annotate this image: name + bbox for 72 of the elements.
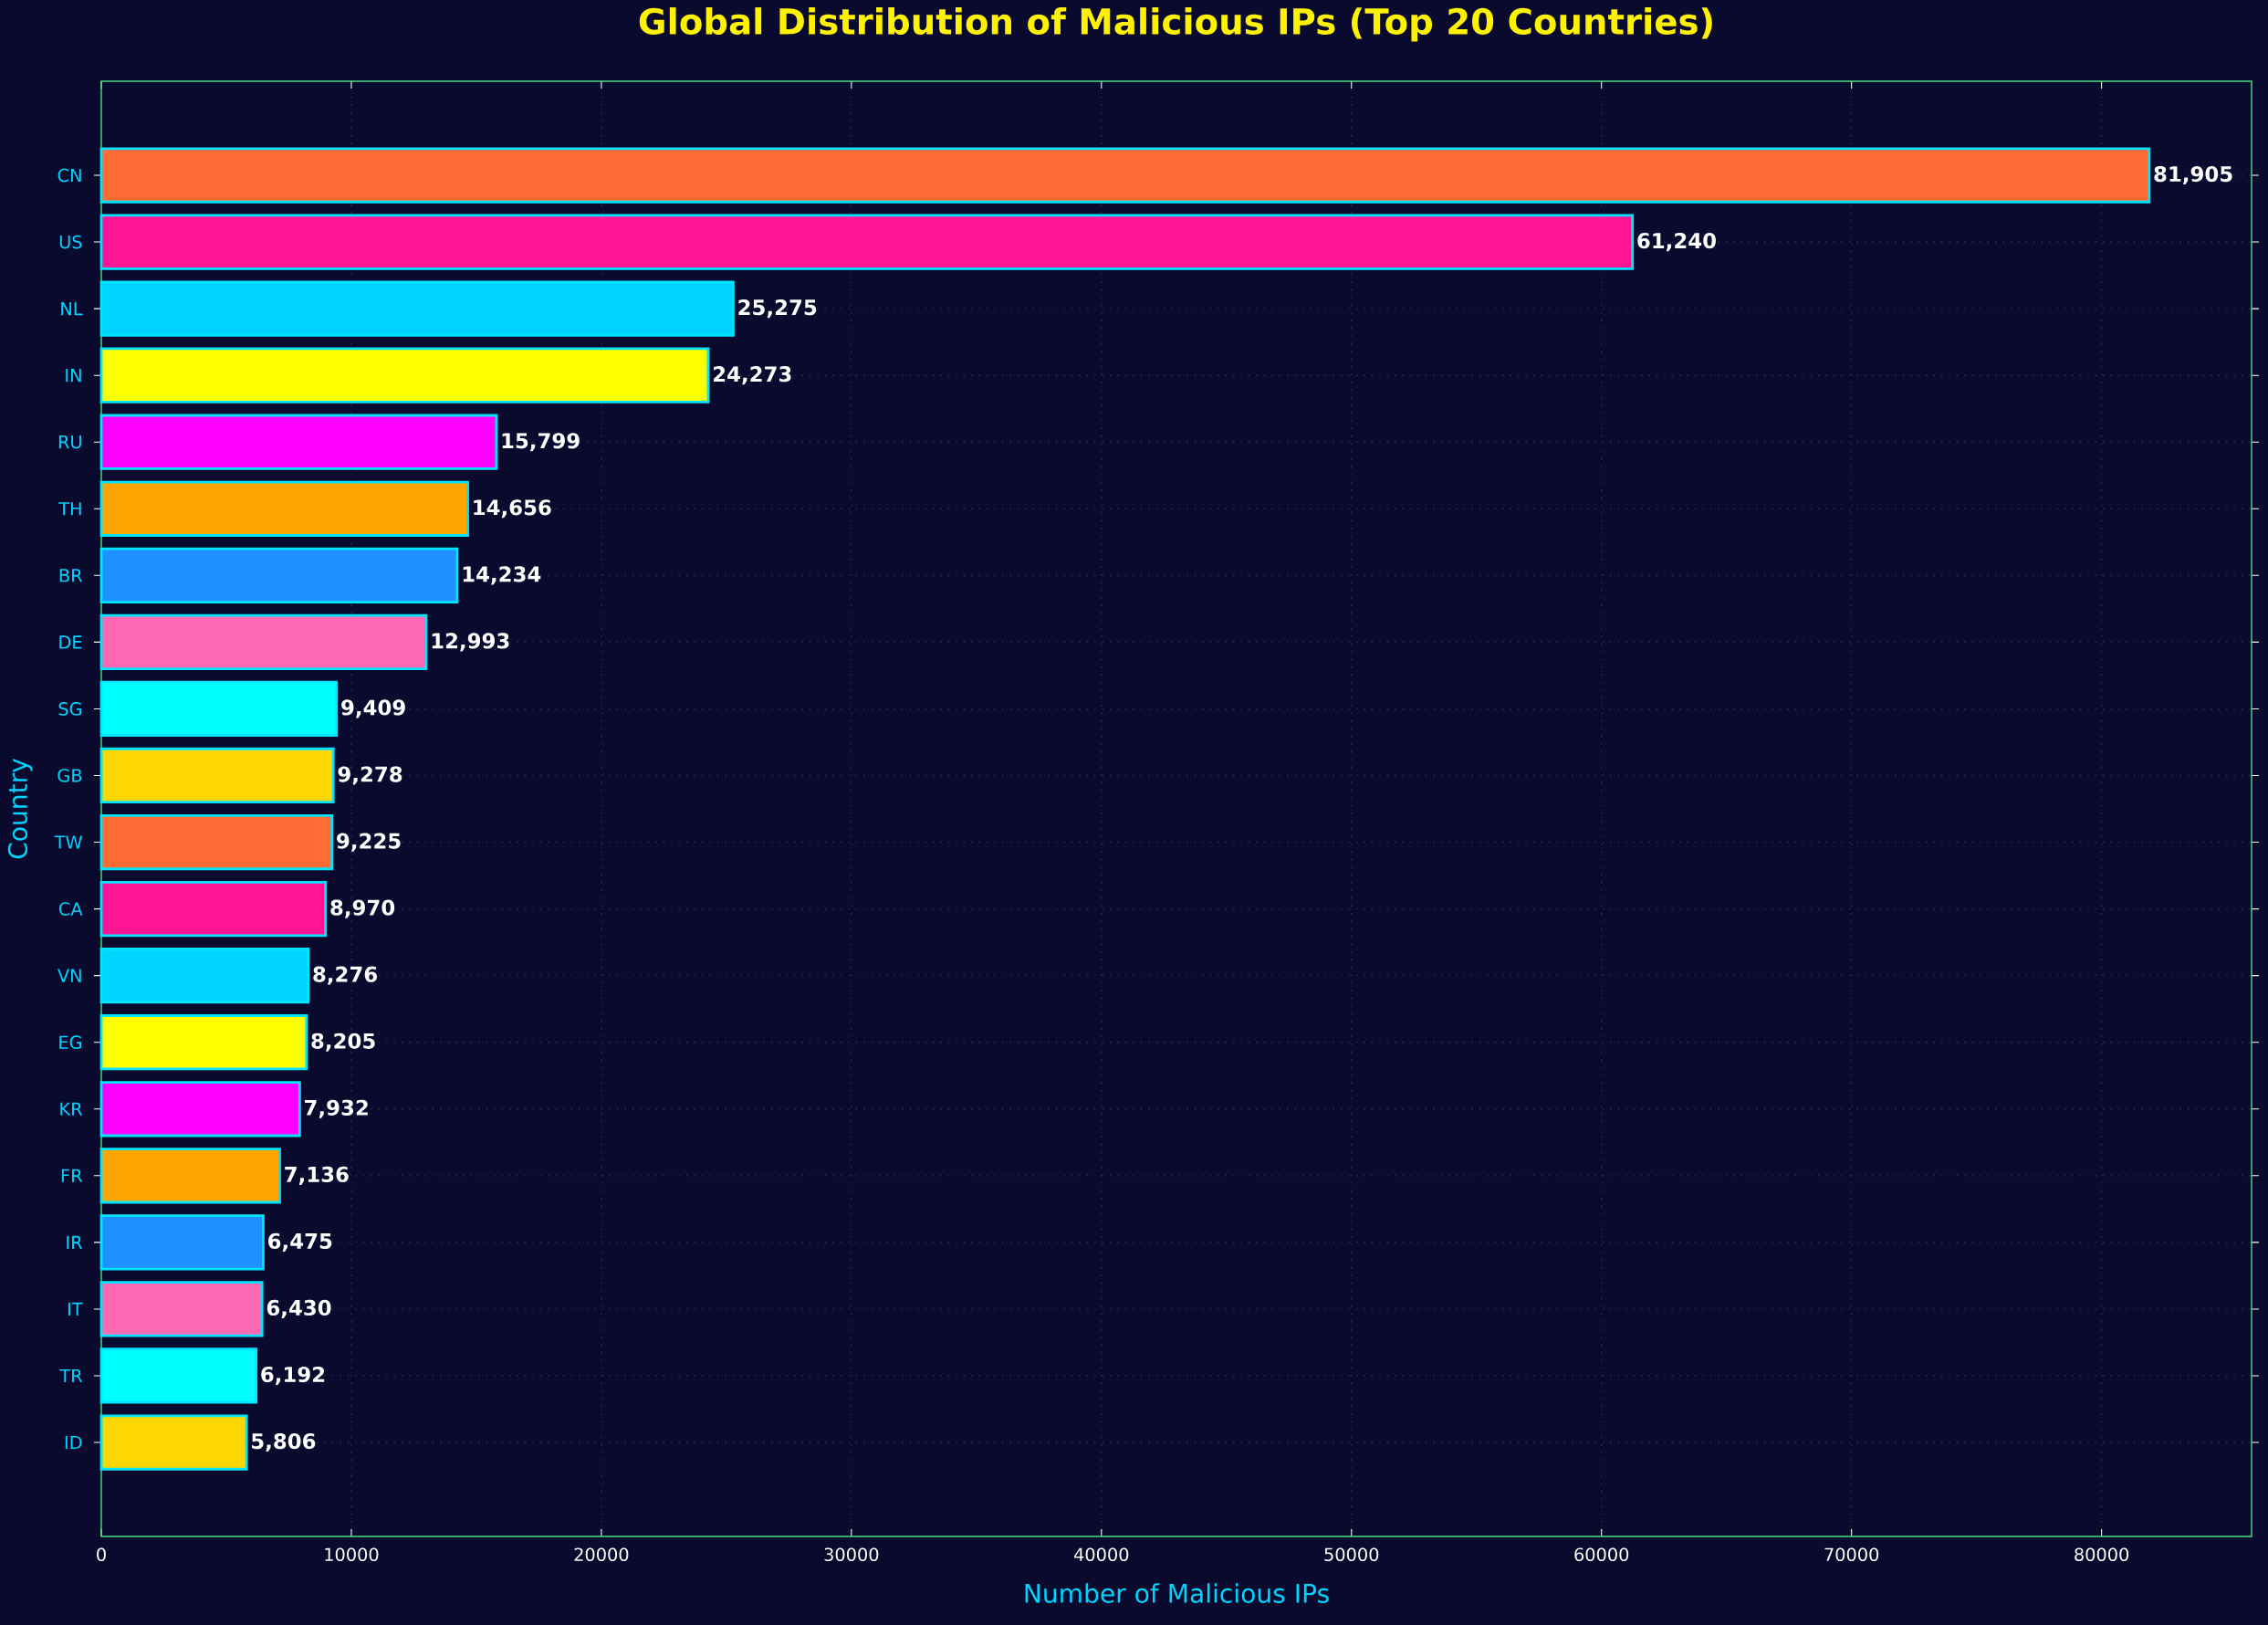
data-label: 14,234 [463, 566, 541, 585]
bar [99, 480, 469, 537]
bar [99, 1414, 248, 1471]
bar [99, 547, 459, 603]
bar [99, 613, 428, 671]
x-axis-title: Number of Malicious IPs [1025, 1583, 1329, 1603]
data-label: 8,205 [311, 1033, 375, 1052]
y-tick-label: RU [58, 435, 81, 449]
y-tick-label: CN [57, 168, 81, 183]
x-tick-label: 60000 [1574, 1547, 1629, 1562]
bar [99, 1347, 258, 1404]
data-label: 9,409 [341, 699, 405, 718]
y-tick-label: EG [59, 1035, 81, 1050]
y-tick-label: US [59, 235, 82, 249]
x-tick-label: 30000 [824, 1547, 879, 1562]
x-tick-label: 10000 [325, 1547, 379, 1562]
data-label: 9,225 [337, 833, 401, 852]
y-tick-label: TR [59, 1368, 83, 1383]
data-label: 8,276 [313, 966, 377, 985]
y-tick-label: IT [68, 1302, 83, 1316]
bar [99, 1214, 265, 1271]
bar [99, 880, 328, 938]
y-tick-label: FR [61, 1169, 83, 1182]
y-tick-label: KR [60, 1102, 83, 1116]
x-tick-label: 20000 [574, 1547, 629, 1562]
bar [99, 1281, 264, 1337]
bar [99, 1014, 308, 1071]
x-tick-label: 70000 [1824, 1547, 1879, 1562]
bar [99, 1148, 281, 1204]
data-label: 25,275 [738, 299, 817, 319]
data-label: 15,799 [502, 433, 580, 452]
y-tick-label: BR [59, 569, 83, 582]
bar [99, 347, 710, 404]
y-tick-label: IN [66, 369, 81, 383]
y-tick-label: NL [61, 302, 83, 316]
y-tick-label: TW [54, 835, 82, 849]
x-tick-label: 40000 [1074, 1547, 1129, 1562]
data-label: 7,932 [305, 1099, 368, 1118]
y-tick-label: IR [67, 1235, 83, 1249]
data-label: 6,430 [267, 1299, 331, 1319]
data-label: 6,192 [261, 1366, 325, 1386]
data-label: 7,136 [285, 1166, 349, 1185]
bar [99, 214, 1635, 270]
data-label: 61,240 [1637, 233, 1716, 252]
y-tick-label: VN [57, 969, 81, 982]
data-label: 14,656 [474, 499, 551, 519]
y-tick-label: TH [58, 502, 81, 516]
data-label: 81,905 [2154, 165, 2232, 185]
y-tick-label: DE [59, 635, 82, 649]
y-axis-title: Country [7, 758, 33, 859]
bar [99, 147, 2151, 204]
x-tick-label: 80000 [2075, 1547, 2129, 1562]
bar [99, 680, 339, 738]
x-tick-label: 0 [97, 1547, 106, 1562]
data-label: 5,806 [252, 1432, 316, 1452]
bar [99, 813, 334, 871]
bar [99, 280, 735, 337]
y-tick-label: SG [58, 702, 82, 716]
y-tick-label: ID [65, 1435, 82, 1450]
bar [99, 1081, 301, 1138]
data-label: 12,993 [432, 633, 509, 652]
data-label: 6,475 [268, 1232, 332, 1252]
bar [99, 747, 335, 804]
data-label: 9,278 [338, 766, 402, 785]
data-label: 8,970 [330, 899, 395, 918]
bar [99, 414, 498, 470]
y-tick-label: CA [58, 902, 83, 916]
bar [99, 948, 310, 1004]
x-tick-label: 50000 [1324, 1547, 1379, 1562]
chart-title: Global Distribution of Malicious IPs (Top 20 Countries) [639, 7, 1712, 42]
y-tick-label: GB [57, 769, 82, 782]
data-label: 24,273 [714, 366, 791, 385]
